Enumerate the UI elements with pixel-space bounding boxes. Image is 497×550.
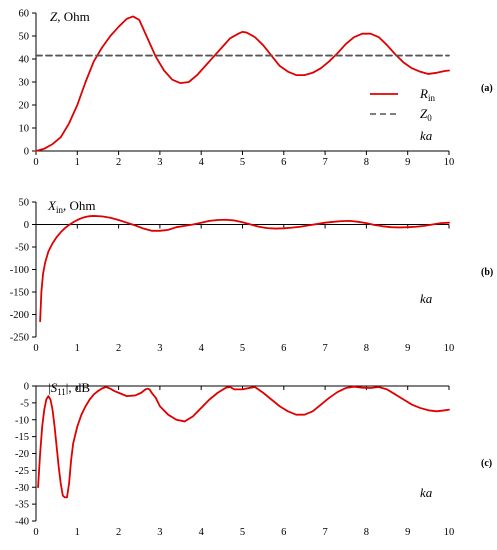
- panel-a-xlabel: ka: [420, 128, 433, 143]
- panel-c-xlabel: ka: [420, 485, 433, 500]
- panel-a-xtick-label: 5: [240, 157, 245, 168]
- panel-c-xtick-label: 6: [281, 527, 286, 538]
- panel-c-plot: [37, 385, 450, 499]
- panel-a-ylabel-symbol: Z: [50, 9, 58, 24]
- panel-b-axes: -250 -200 -150 -100 -50 0 50 0 1 2 3 4 5 6 7 8 9 10: [10, 198, 455, 355]
- panel-b-xlabel: ka: [420, 291, 433, 306]
- panel-c-xtick-label: 9: [405, 527, 410, 538]
- legend-z0-subscript: 0: [427, 113, 432, 123]
- panel-c-axes: -40 -35 -30 -25 -20 -15 -10 -5 0 0 1 2 3 4 5 6 7 8 9 10: [15, 382, 454, 539]
- panel-a-xtick-label: 4: [199, 157, 205, 168]
- panel-a-ytick-label: 0: [24, 147, 29, 158]
- panel-c-ytick-label: -25: [15, 466, 29, 477]
- legend-rin-label: Rin: [419, 86, 435, 103]
- panel-b-plot: [39, 215, 450, 323]
- panel-a-ytick-label: 10: [19, 124, 30, 135]
- panel-a-legend: Rin Z0: [370, 86, 435, 123]
- panel-a-ytick-label: 30: [19, 78, 30, 89]
- panel-b-ytick-label: -200: [10, 310, 29, 321]
- panel-a-xtick-label: 10: [444, 157, 455, 168]
- panel-a-ylabel-unit: , Ohm: [57, 9, 90, 24]
- panel-b-xtick-label: 10: [444, 343, 455, 354]
- panel-c-ytick-label: 0: [24, 382, 29, 393]
- panel-b-xtick-label: 1: [75, 343, 80, 354]
- panel-a-xtick-label: 9: [405, 157, 410, 168]
- legend-rin-symbol: R: [419, 86, 428, 101]
- legend-z0-symbol: Z: [420, 106, 428, 121]
- panel-b-ytick-label: -50: [15, 243, 29, 254]
- panel-a-ytick-label: 20: [19, 101, 30, 112]
- panel-b-xtick-label: 0: [33, 343, 38, 354]
- panel-c-xtick-label: 7: [322, 527, 327, 538]
- panel-a-xtick-label: 3: [157, 157, 162, 168]
- panel-b-xtick-label: 3: [157, 343, 162, 354]
- panel-c-ytick-label: -5: [20, 398, 29, 409]
- panel-c-ytick-label: -15: [15, 432, 29, 443]
- panel-b-ylabel-subscript: in: [56, 205, 64, 215]
- panel-b-xtick-label: 7: [322, 343, 327, 354]
- panel-b-ytick-label: -100: [10, 265, 29, 276]
- panel-b-panel-label: (b): [481, 267, 493, 278]
- panel-c-xtick-label: 5: [240, 527, 245, 538]
- panel-c-xtick-label: 8: [364, 527, 369, 538]
- panel-c: -40 -35 -30 -25 -20 -15 -10 -5 0 0 1 2 3 4 5 6 7 8 9 10 |S1…: [15, 380, 492, 538]
- panel-c-ylabel-subscript: 11: [57, 387, 66, 397]
- panel-a-plot: [35, 15, 450, 152]
- panel-c-ytick-label: -30: [15, 483, 29, 494]
- panel-c-xtick-label: 2: [116, 527, 121, 538]
- panel-a-ytick-label: 40: [19, 55, 30, 66]
- panel-c-panel-label: (c): [481, 458, 492, 469]
- panel-a-panel-label: (a): [481, 83, 493, 94]
- panel-a-xtick-label: 8: [364, 157, 369, 168]
- panel-c-ylabel-bar: |: [48, 380, 51, 395]
- panel-b-series-curve: [39, 215, 450, 323]
- panel-c-ytick-label: -35: [15, 500, 29, 511]
- panel-a-xtick-label: 6: [281, 157, 286, 168]
- panel-a-xtick-label: 1: [75, 157, 80, 168]
- panel-a-xtick-label: 7: [322, 157, 327, 168]
- panel-a-ylabel: Z, Ohm: [50, 9, 90, 24]
- legend-z0-label: Z0: [420, 106, 432, 123]
- panel-a-axes: 0 10 20 30 40 50 60 0 1 2 3 4 5 6 7 8 9 10: [19, 9, 455, 169]
- panel-b-ylabel-unit: , Ohm: [63, 198, 96, 213]
- panel-b-ylabel-symbol: X: [47, 198, 57, 213]
- panel-c-xtick-label: 1: [75, 527, 80, 538]
- panel-c-xtick-label: 3: [157, 527, 162, 538]
- panel-b-xtick-label: 2: [116, 343, 121, 354]
- panel-a-ytick-label: 60: [19, 9, 30, 20]
- panel-a-xtick-label: 2: [116, 157, 121, 168]
- panel-b-xtick-label: 8: [364, 343, 369, 354]
- panel-b-ytick-label: 50: [19, 198, 30, 209]
- panel-a-series-curve: [35, 15, 450, 152]
- panel-c-series-curve: [37, 385, 450, 499]
- panel-b-ytick-label: -150: [10, 288, 29, 299]
- panel-b-ytick-label: -250: [10, 333, 29, 344]
- panel-b-xtick-label: 6: [281, 343, 286, 354]
- panel-b-ytick-label: 0: [24, 220, 29, 231]
- panel-c-xtick-label: 10: [444, 527, 455, 538]
- panel-b-ylabel: Xin, Ohm: [47, 198, 95, 215]
- panel-c-ylabel-unit: |, dB: [66, 380, 91, 395]
- panel-c-xtick-label: 0: [33, 527, 38, 538]
- panel-a-xtick-label: 0: [33, 157, 38, 168]
- panel-c-ytick-label: -20: [15, 449, 29, 460]
- panel-c-ylabel: |S11|, dB: [48, 380, 90, 397]
- panel-b-xtick-label: 4: [199, 343, 205, 354]
- legend-rin-subscript: in: [428, 93, 436, 103]
- panel-a-ytick-label: 50: [19, 32, 30, 43]
- panel-b-xtick-label: 9: [405, 343, 410, 354]
- panel-c-xtick-label: 4: [199, 527, 205, 538]
- panel-c-ytick-label: -10: [15, 415, 29, 426]
- panel-c-ylabel-symbol: S: [51, 380, 58, 395]
- panel-b: -250 -200 -150 -100 -50 0 50 0 1 2 3 4 5 6 7 8 9 10 Xin, …: [10, 198, 493, 355]
- panel-c-ytick-label: -40: [15, 517, 29, 528]
- panel-b-xtick-label: 5: [240, 343, 245, 354]
